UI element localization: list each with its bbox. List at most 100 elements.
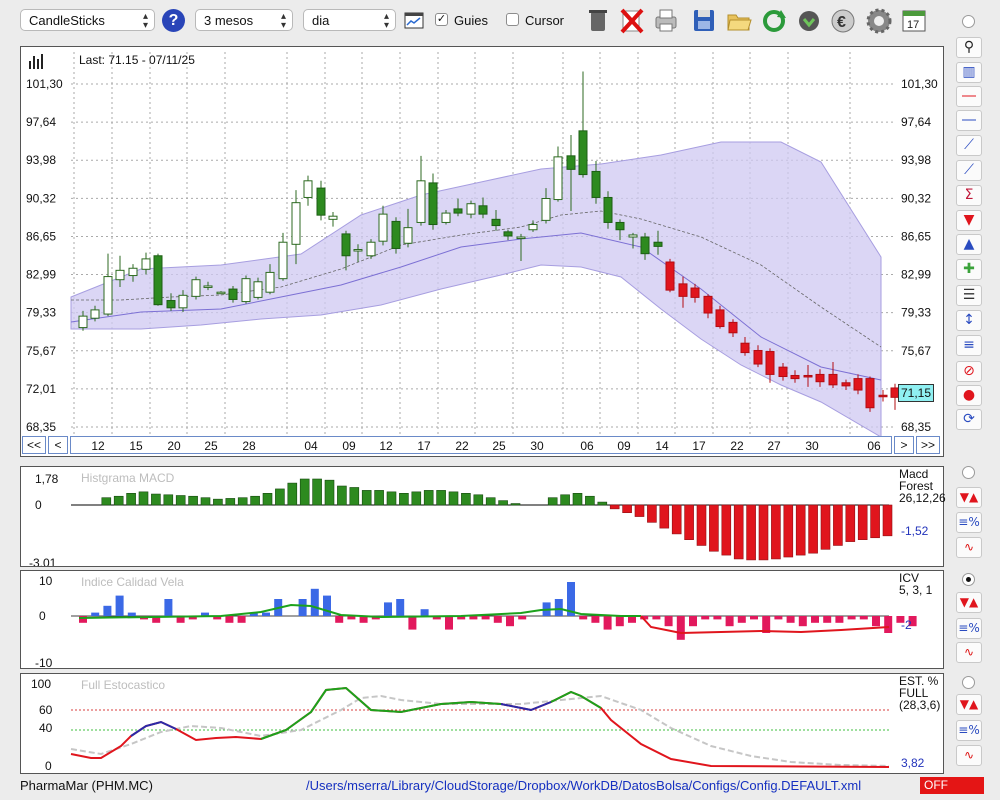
fibonacci-icon[interactable]: ⟋: [956, 135, 982, 156]
macd-bar: [448, 491, 459, 506]
macd-bar: [423, 490, 434, 506]
candle-body: [466, 203, 476, 215]
price-chart-panel[interactable]: 101,30 101,30 97,64 97,64 93,98 93,98 90,32 90,…: [20, 46, 944, 457]
candle-body: [516, 236, 526, 240]
zoom-icon[interactable]: ⚲: [956, 37, 982, 58]
macd-bar: [671, 504, 682, 535]
macd-radio[interactable]: [962, 466, 975, 479]
icv-bar: [408, 616, 417, 630]
candle-body: [753, 349, 763, 365]
icv-bar: [457, 616, 466, 620]
curves-icon[interactable]: ∿: [956, 745, 982, 766]
y-tick-label: 82,99: [26, 268, 56, 282]
macd-bar: [696, 504, 707, 546]
candle-body: [828, 373, 838, 386]
state-badge[interactable]: OFF: [920, 777, 984, 794]
save-icon[interactable]: [691, 6, 717, 34]
icv-radio[interactable]: [962, 573, 975, 586]
icv-bar: [481, 616, 490, 620]
nav-prev-button[interactable]: <: [48, 436, 68, 454]
nav-next-button[interactable]: >: [894, 436, 914, 454]
icv-bar: [103, 605, 112, 616]
candle-body: [665, 261, 675, 291]
trash-icon[interactable]: [585, 6, 611, 34]
candle-body: [841, 382, 851, 387]
macd-bar: [585, 495, 595, 506]
icv-params: 5, 3, 1: [899, 583, 933, 597]
interval-select[interactable]: dia ▴ ▾: [303, 9, 396, 31]
main-radio[interactable]: [962, 15, 975, 28]
x-axis-scroller[interactable]: 12 15 20 25 28 04 09 12 17 22 25 30 06 09 14 17 22 27 30 06: [70, 436, 892, 454]
euro-icon[interactable]: €: [830, 6, 856, 34]
icv-panel[interactable]: 10 0 -10 Indice Calidad Vela ICV 5, 3, 1 -…: [20, 570, 944, 669]
horizontal-blue-line-icon[interactable]: ―: [956, 110, 982, 131]
bars-chart-icon[interactable]: ▥: [956, 62, 982, 83]
candle-body: [728, 321, 738, 334]
toolbar: CandleSticks ▴ ▾ ? 3 mesos ▴ ▾ dia ▴ ▾ ✓ Gu…: [0, 0, 1000, 44]
open-folder-icon[interactable]: [726, 6, 752, 34]
stop-icon[interactable]: ⊘: [956, 361, 982, 382]
cursor-checkbox[interactable]: [506, 13, 519, 26]
macd-panel[interactable]: 1,78 0 -3,01 Histgrama MACD Macd Forest 26…: [20, 466, 946, 567]
icv-bar: [835, 616, 844, 623]
period-select[interactable]: 3 mesos ▴ ▾: [195, 9, 293, 31]
download-icon[interactable]: [796, 6, 822, 34]
icv-bar: [225, 616, 234, 623]
settings-icon[interactable]: [866, 6, 892, 34]
buy-sell-icon[interactable]: ✚: [956, 259, 982, 280]
icv-bar: [664, 616, 673, 627]
macd-bar: [324, 479, 335, 506]
icv-bar: [884, 616, 893, 633]
y-tick-label: -10: [35, 656, 53, 668]
icv-bar: [152, 616, 161, 623]
buy-sell-arrows-icon[interactable]: ▼▲: [956, 487, 982, 508]
stoch-radio[interactable]: [962, 676, 975, 689]
config-path[interactable]: /Users/mserra/Library/CloudStorage/Dropb…: [306, 778, 862, 793]
candle-body: [591, 170, 601, 198]
sync-icon[interactable]: ⟳: [956, 409, 982, 430]
icv-bar: [432, 616, 441, 620]
chart-type-select[interactable]: CandleSticks ▴ ▾: [20, 9, 155, 31]
percent-lines-icon[interactable]: ≡%: [956, 512, 982, 533]
candle-body: [216, 291, 226, 295]
trendline-icon[interactable]: ⟋: [956, 160, 982, 181]
sigma-trendline-icon[interactable]: Σ: [956, 185, 982, 206]
icv-bar: [554, 599, 563, 616]
stochastic-slow-line: [70, 694, 890, 767]
percent-lines-icon[interactable]: ≡: [956, 335, 982, 356]
macd-bar: [882, 504, 893, 537]
macd-bar: [312, 478, 322, 506]
sell-arrow-icon[interactable]: ▼: [956, 210, 982, 231]
percent-range-icon[interactable]: ↕: [956, 310, 982, 331]
refresh-icon[interactable]: [761, 6, 787, 34]
guides-checkbox[interactable]: ✓: [435, 13, 448, 26]
buy-sell-arrows-icon[interactable]: ▼▲: [956, 592, 982, 613]
candle-body: [640, 236, 650, 255]
printer-icon[interactable]: [653, 6, 679, 34]
x-tick-label: 28: [242, 439, 256, 453]
candle-body: [291, 202, 301, 245]
nav-last-button[interactable]: >>: [916, 436, 940, 454]
stoch-full-label: FULL: [899, 686, 929, 700]
buy-sell-arrows-icon[interactable]: ▼▲: [956, 694, 982, 715]
stochastic-panel[interactable]: 100 60 40 0 Full Estocastico EST. % FULL (2…: [20, 673, 944, 774]
percent-lines-icon[interactable]: ≡%: [956, 618, 982, 639]
calendar-icon[interactable]: 17: [901, 6, 927, 34]
macd-bar: [597, 501, 608, 506]
nav-first-button[interactable]: <<: [22, 436, 46, 454]
levels-icon[interactable]: ☰: [956, 285, 982, 306]
horizontal-red-line-icon[interactable]: ―: [956, 86, 982, 107]
buy-arrow-icon[interactable]: ▲: [956, 234, 982, 255]
x-tick-label: 22: [730, 439, 744, 453]
guides-label: Guies: [454, 13, 488, 28]
record-icon[interactable]: ●: [956, 385, 982, 406]
help-icon[interactable]: ?: [162, 9, 185, 32]
curves-icon[interactable]: ∿: [956, 537, 982, 558]
delete-icon[interactable]: [619, 6, 645, 34]
chart-window-icon[interactable]: [404, 11, 424, 31]
macd-bar: [411, 491, 422, 506]
curves-icon[interactable]: ∿: [956, 642, 982, 663]
percent-lines-icon[interactable]: ≡%: [956, 720, 982, 741]
stochastic-fast-line: [500, 701, 552, 712]
y-tick-label: 72,01: [26, 382, 56, 396]
